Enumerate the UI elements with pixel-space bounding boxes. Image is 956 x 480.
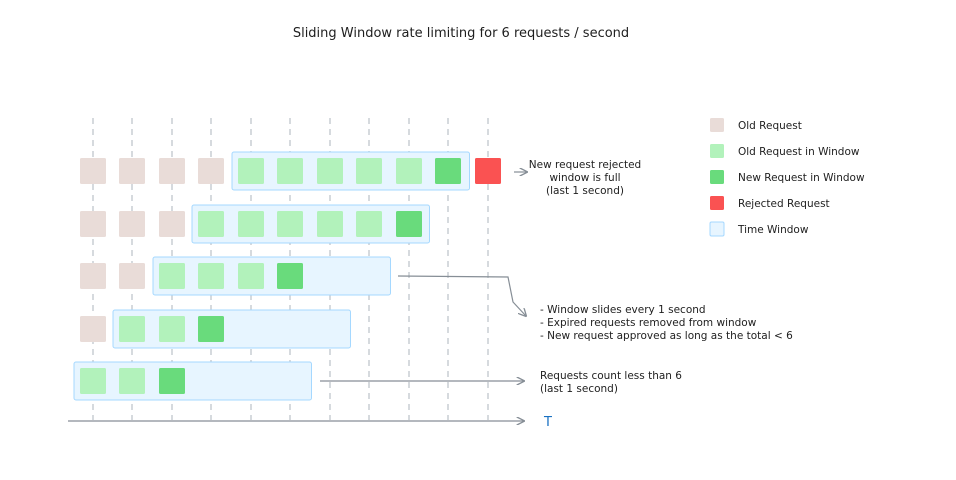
new-request-in-window-cell	[159, 368, 185, 394]
new-request-in-window-cell	[277, 263, 303, 289]
time-axis-label: T	[543, 415, 552, 430]
old-request-cell	[119, 158, 145, 184]
count-line-2: (last 1 second)	[540, 383, 618, 395]
sliding-line-2: - Expired requests removed from window	[540, 317, 757, 329]
legend-label-time-window: Time Window	[737, 224, 809, 236]
rejected-line-1: New request rejected	[529, 159, 641, 171]
legend-swatch-new-request-in-window	[710, 170, 724, 184]
sliding-annotation: - Window slides every 1 second - Expired…	[540, 304, 793, 342]
old-request-cell	[198, 158, 224, 184]
old-request-in-window-cell	[238, 158, 264, 184]
old-request-in-window-cell	[159, 316, 185, 342]
old-request-in-window-cell	[198, 263, 224, 289]
old-request-in-window-cell	[238, 211, 264, 237]
time-window	[112, 309, 351, 349]
new-request-in-window-cell	[435, 158, 461, 184]
sliding-arrow	[397, 275, 526, 316]
legend-label-rejected-request: Rejected Request	[738, 198, 830, 210]
old-request-in-window-cell	[119, 316, 145, 342]
old-request-in-window-cell	[317, 211, 343, 237]
sliding-line-1: - Window slides every 1 second	[540, 304, 706, 316]
legend-label-old-request: Old Request	[738, 120, 802, 132]
legend-swatch-old-request-in-window	[710, 144, 724, 158]
new-request-in-window-cell	[396, 211, 422, 237]
old-request-in-window-cell	[198, 211, 224, 237]
count-annotation: Requests count less than 6 (last 1 secon…	[540, 370, 682, 395]
legend-label-new-request-in-window: New Request in Window	[738, 172, 865, 184]
old-request-in-window-cell	[277, 211, 303, 237]
old-request-in-window-cell	[238, 263, 264, 289]
legend-swatch-old-request	[710, 118, 724, 132]
legend-label-old-request-in-window: Old Request in Window	[738, 146, 860, 158]
old-request-in-window-cell	[80, 368, 106, 394]
new-request-in-window-cell	[198, 316, 224, 342]
count-line-1: Requests count less than 6	[540, 370, 682, 382]
old-request-in-window-cell	[159, 263, 185, 289]
request-cells	[80, 158, 501, 394]
time-window	[152, 256, 391, 296]
old-request-cell	[80, 158, 106, 184]
legend: Old Request Old Request in Window New Requ…	[709, 118, 865, 237]
old-request-cell	[159, 211, 185, 237]
time-window	[231, 151, 470, 191]
old-request-in-window-cell	[356, 211, 382, 237]
rejected-line-2: window is full	[549, 172, 620, 184]
time-window	[191, 204, 430, 244]
diagram-title: Sliding Window rate limiting for 6 reque…	[293, 26, 629, 41]
old-request-cell	[159, 158, 185, 184]
old-request-in-window-cell	[277, 158, 303, 184]
old-request-in-window-cell	[119, 368, 145, 394]
legend-swatch-rejected-request	[710, 196, 724, 210]
old-request-in-window-cell	[317, 158, 343, 184]
old-request-cell	[119, 263, 145, 289]
rejected-request-cell	[475, 158, 501, 184]
old-request-cell	[80, 316, 106, 342]
legend-swatch-time-window	[709, 221, 725, 237]
old-request-cell	[119, 211, 145, 237]
sliding-line-3: - New request approved as long as the to…	[540, 330, 793, 342]
time-window	[73, 361, 312, 401]
rejected-annotation: New request rejected window is full (las…	[529, 159, 641, 197]
rejected-line-3: (last 1 second)	[546, 185, 624, 197]
old-request-in-window-cell	[356, 158, 382, 184]
old-request-cell	[80, 263, 106, 289]
old-request-in-window-cell	[396, 158, 422, 184]
old-request-cell	[80, 211, 106, 237]
